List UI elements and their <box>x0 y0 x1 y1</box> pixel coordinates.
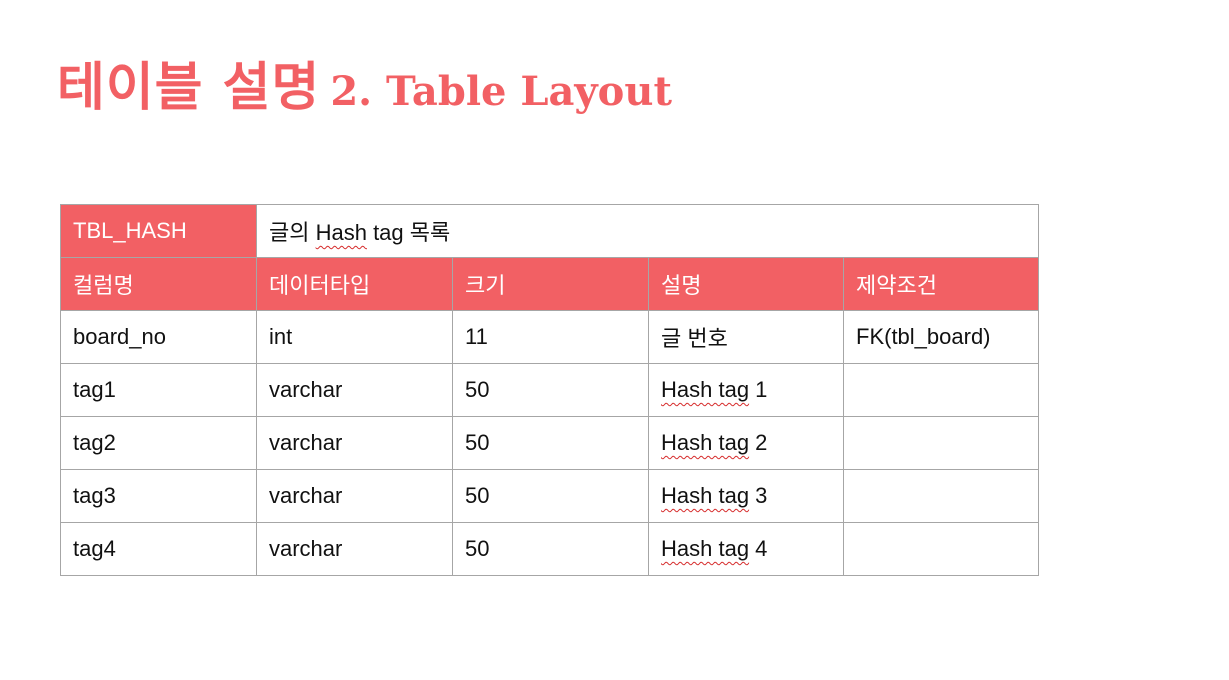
header-row: 컬럼명 데이터타입 크기 설명 제약조건 <box>60 257 1039 311</box>
cell-column-name: tag2 <box>60 416 257 470</box>
table-row: board_no int 11 글 번호 FK(tbl_board) <box>60 310 1039 364</box>
cell-description-spellcheck-word: Hash tag <box>661 536 750 561</box>
cell-description: 글 번호 <box>648 310 844 364</box>
table-row: tag2 varchar 50 Hash tag 2 <box>60 416 1039 470</box>
table-row: tag1 varchar 50 Hash tag 1 <box>60 363 1039 417</box>
cell-data-type: varchar <box>256 363 453 417</box>
cell-size: 50 <box>452 416 649 470</box>
table-description-cell: 글의 Hash tag 목록 <box>256 204 1039 258</box>
cell-description-text: 3 <box>749 483 768 508</box>
cell-description: Hash tag 3 <box>648 469 844 523</box>
cell-constraint <box>843 522 1039 576</box>
table-layout: TBL_HASH 글의 Hash tag 목록 컬럼명 데이터타입 크기 설명 … <box>60 204 1039 576</box>
slide-title-korean: 테이블 설명 <box>57 58 321 118</box>
cell-column-name: tag3 <box>60 469 257 523</box>
header-column-name: 컬럼명 <box>60 257 257 311</box>
cell-description-spellcheck-word: Hash tag <box>661 430 750 455</box>
header-description: 설명 <box>648 257 844 311</box>
table-row: tag3 varchar 50 Hash tag 3 <box>60 469 1039 523</box>
cell-data-type: varchar <box>256 416 453 470</box>
cell-data-type: int <box>256 310 453 364</box>
cell-column-name: tag1 <box>60 363 257 417</box>
cell-constraint: FK(tbl_board) <box>843 310 1039 364</box>
header-constraint: 제약조건 <box>843 257 1039 311</box>
cell-constraint <box>843 469 1039 523</box>
cell-description-spellcheck-word: Hash tag <box>661 377 750 402</box>
cell-column-name: board_no <box>60 310 257 364</box>
cell-description: Hash tag 1 <box>648 363 844 417</box>
table-description-spellcheck-word: Hash <box>315 220 367 245</box>
cell-constraint <box>843 416 1039 470</box>
table-name-row: TBL_HASH 글의 Hash tag 목록 <box>60 204 1039 258</box>
cell-description: Hash tag 2 <box>648 416 844 470</box>
slide-title-english: 2. Table Layout <box>330 68 672 115</box>
cell-size: 11 <box>452 310 649 364</box>
table-row: tag4 varchar 50 Hash tag 4 <box>60 522 1039 576</box>
cell-data-type: varchar <box>256 469 453 523</box>
cell-size: 50 <box>452 522 649 576</box>
cell-description: Hash tag 4 <box>648 522 844 576</box>
cell-size: 50 <box>452 363 649 417</box>
cell-column-name: tag4 <box>60 522 257 576</box>
header-data-type: 데이터타입 <box>256 257 453 311</box>
cell-description-text: 4 <box>749 536 768 561</box>
header-size: 크기 <box>452 257 649 311</box>
cell-size: 50 <box>452 469 649 523</box>
table-description-suffix: tag 목록 <box>366 220 451 245</box>
cell-description-spellcheck-word: Hash tag <box>661 483 750 508</box>
cell-description-text: 1 <box>749 377 768 402</box>
cell-data-type: varchar <box>256 522 453 576</box>
table-description-prefix: 글의 <box>269 220 316 245</box>
cell-description-text: 2 <box>749 430 768 455</box>
cell-constraint <box>843 363 1039 417</box>
table-name-cell: TBL_HASH <box>60 204 257 258</box>
cell-description-text: 글 번호 <box>661 326 728 351</box>
slide-title: 테이블 설명 2. Table Layout <box>57 62 672 114</box>
